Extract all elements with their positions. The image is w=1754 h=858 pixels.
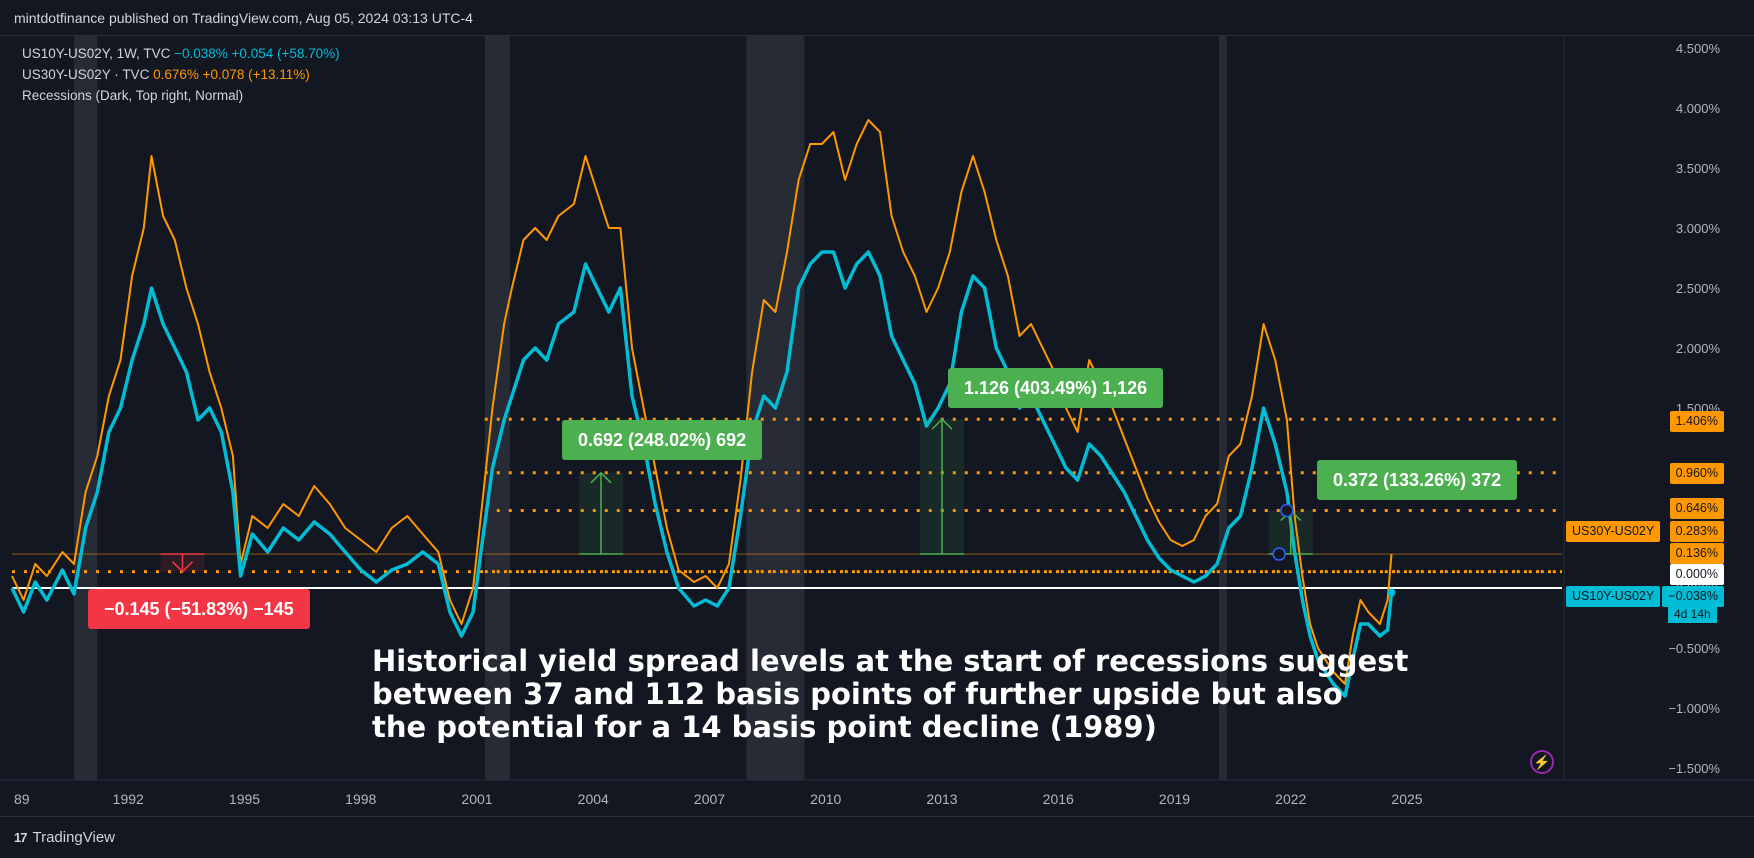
legend-change: +0.054 (+58.70%) [231,46,340,61]
legend-symbol: US10Y-US02Y, 1W, TVC [22,46,171,61]
legend-symbol: Recessions (Dark, Top right, Normal) [22,88,244,103]
legend-change: +0.078 (+13.11%) [202,67,310,82]
series-line-us10y-us02y [10,250,1394,698]
bar-countdown: 4d 14h [1668,605,1717,623]
y-tick-label: 3.000% [1676,221,1721,236]
x-tick-label: 2010 [810,791,841,807]
recession-band [74,36,98,780]
publish-info: mintdotfinance published on TradingView.… [14,10,473,26]
price-tag-0646: 0.646% [1669,498,1724,519]
y-tick-label: −0.500% [1668,641,1720,656]
x-tick-label: 2013 [926,791,957,807]
measure-arrowhead [931,418,953,430]
x-tick-label: 1992 [113,791,144,807]
recession-band [1219,36,1227,780]
x-tick-label: 1995 [229,791,260,807]
current-value-dot [1387,588,1396,597]
series-tag-us30y-us02y: US30Y-US02Y [1566,521,1661,542]
legend-symbol: US30Y-US02Y · TVC [22,67,150,82]
price-tag-1406: 1.406% [1669,411,1724,432]
x-tick-label: 89 [14,791,30,807]
measure-arrowhead [171,561,194,573]
x-tick-label: 2007 [694,791,725,807]
annotation-text: Historical yield spread levels at the st… [372,645,1422,744]
annotation-line: the potential for a 14 basis point decli… [372,710,1157,744]
x-tick-label: 2004 [578,791,609,807]
x-tick-label: 2022 [1275,791,1306,807]
series-tag-us10y-us02y: US10Y-US02Y [1566,586,1661,607]
y-tick-label: 4.500% [1676,41,1721,56]
anchor-dot [1272,547,1286,561]
tradingview-brand[interactable]: 17 TradingView [14,829,115,846]
y-tick-label: 4.000% [1676,101,1721,116]
y-tick-label: 3.500% [1676,161,1721,176]
x-tick-label: 2016 [1043,791,1074,807]
measure-arrowhead [590,471,612,484]
legend-recessions[interactable]: Recessions (Dark, Top right, Normal) [22,88,243,103]
y-tick-label: −1.500% [1668,761,1720,776]
legend-us10y-us02y[interactable]: US10Y-US02Y, 1W, TVC −0.038% +0.054 (+58… [22,46,340,61]
measure-callout-2013[interactable]: 1.126 (403.49%) 1,126 [948,368,1164,408]
lightning-icon[interactable]: ⚡ [1530,750,1554,774]
price-tag-0283: 0.283% [1669,521,1724,542]
measure-callout-2004[interactable]: 0.692 (248.02%) 692 [562,420,763,460]
y-tick-label: 2.000% [1676,341,1721,356]
legend-value: −0.038% [174,46,228,61]
legend-value: 0.676% [153,67,199,82]
x-tick-label: 2019 [1159,791,1190,807]
publish-header: mintdotfinance published on TradingView.… [0,0,1754,36]
measure-callout-2022[interactable]: 0.372 (133.26%) 372 [1317,460,1518,500]
price-tag-0136: 0.136% [1669,543,1724,564]
anchor-dot [1280,503,1294,518]
price-tag-zero: 0.000% [1669,564,1724,585]
y-tick-label: −1.000% [1668,701,1720,716]
price-tag-current: −0.038% [1662,586,1724,607]
price-tag-0960: 0.960% [1669,463,1724,484]
annotation-line: Historical yield spread levels at the st… [372,644,1409,678]
measure-callout-1993[interactable]: −0.145 (−51.83%) −145 [88,589,310,629]
tradingview-logo-icon: 17 [14,830,28,845]
footer-bar: 17 TradingView [0,816,1754,858]
legend-us30y-us02y[interactable]: US30Y-US02Y · TVC 0.676% +0.078 (+13.11%… [22,67,310,82]
brand-name: TradingView [32,829,116,846]
x-tick-label: 2001 [461,791,492,807]
recession-band [484,36,510,780]
annotation-line: between 37 and 112 basis points of furth… [372,677,1343,711]
x-tick-label: 2025 [1391,791,1422,807]
x-tick-label: 1998 [345,791,376,807]
y-tick-label: 2.500% [1676,281,1721,296]
